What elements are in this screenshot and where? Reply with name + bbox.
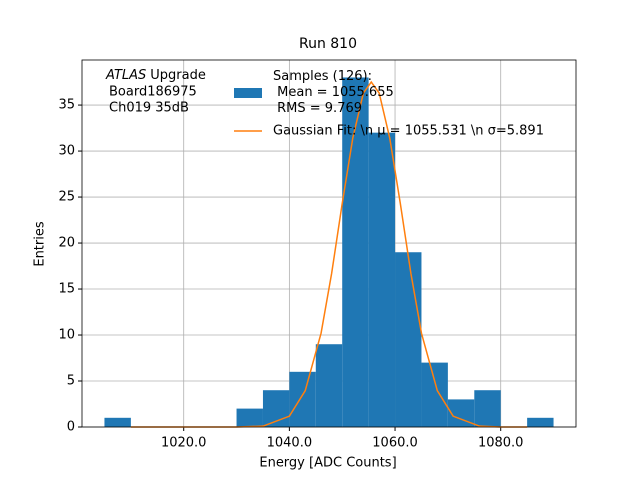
y-tick-label: 5	[67, 374, 75, 389]
y-tick-label: 35	[58, 98, 75, 113]
annotation-line: Upgrade	[150, 68, 206, 83]
y-tick-label: 10	[58, 328, 75, 343]
bar	[368, 132, 396, 427]
fit-line	[130, 80, 528, 428]
legend-swatch	[234, 88, 262, 98]
y-tick-label: 15	[58, 282, 75, 297]
chart-title: Run 810	[299, 36, 357, 52]
y-tick-label: 20	[58, 236, 75, 251]
bar	[421, 362, 448, 427]
x-tick-label: 1080.0	[478, 436, 524, 451]
x-tick-label: 1040.0	[267, 436, 313, 451]
legend-label: Gaussian Fit: \n μ = 1055.531 \n σ=5.891	[273, 124, 544, 139]
y-tick-label: 25	[58, 190, 75, 205]
bar	[474, 390, 501, 427]
annotation-emphasis: ATLAS	[105, 68, 146, 83]
bar	[527, 417, 554, 427]
annotation: ATLAS Upgrade	[105, 68, 206, 83]
bar	[395, 252, 422, 427]
legend-label: Samples (126): Mean = 1055.655 RMS = 9.7…	[273, 69, 394, 116]
bar	[315, 344, 343, 427]
bar	[104, 417, 131, 427]
x-axis-label: Energy [ADC Counts]	[259, 456, 396, 471]
bar	[236, 408, 263, 427]
y-tick-label: 0	[67, 420, 75, 435]
axes-frame	[81, 59, 577, 428]
x-tick-label: 1060.0	[372, 436, 418, 451]
annotation-line: Ch019 35dB	[109, 101, 189, 116]
annotation-line: Board186975	[109, 85, 197, 100]
bar	[342, 77, 369, 427]
y-axis-label: Entries	[33, 221, 48, 267]
x-tick-label: 1020.0	[161, 436, 207, 451]
bar	[289, 371, 316, 427]
y-tick-label: 30	[58, 144, 75, 159]
